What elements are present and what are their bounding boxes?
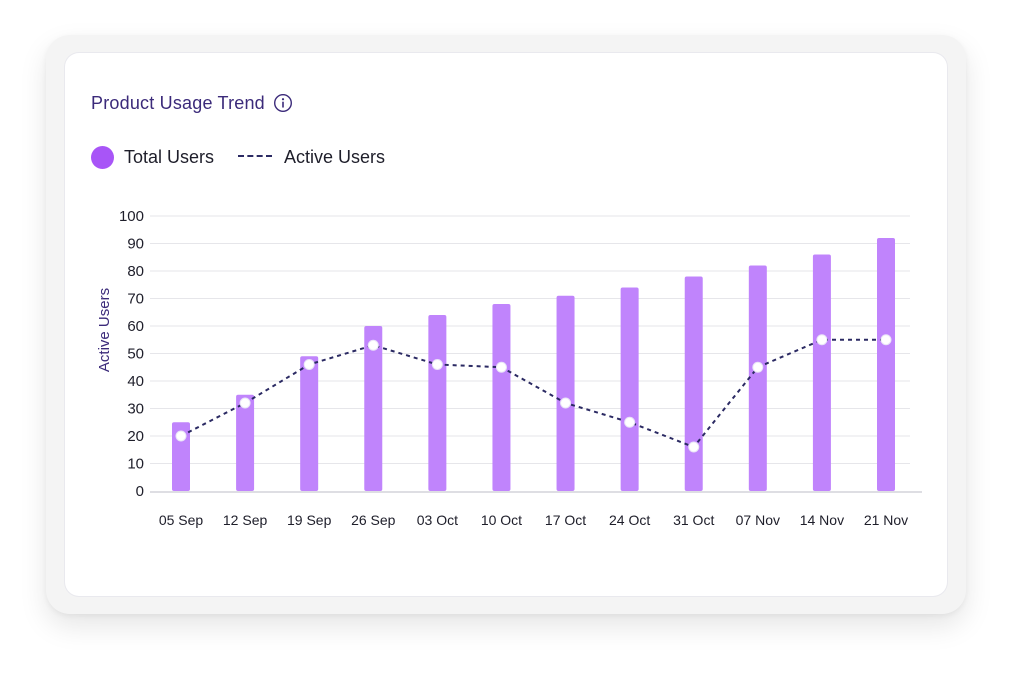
total-users-bar	[877, 238, 895, 491]
y-tick-label: 20	[127, 428, 144, 445]
active-users-point	[495, 361, 507, 373]
total-users-bar	[172, 422, 190, 491]
x-tick-label: 19 Sep	[287, 512, 332, 528]
active-users-line	[175, 334, 892, 453]
total-users-bar	[684, 276, 703, 491]
x-tick-label: 12 Sep	[223, 512, 268, 528]
x-tick-label: 10 Oct	[481, 512, 522, 528]
x-tick-label: 26 Sep	[351, 512, 396, 528]
y-axis-ticks: 0 10 20 30 40 50 60 70 80 90 100	[119, 208, 144, 500]
card-header: Product Usage Trend	[91, 90, 293, 116]
y-tick-label: 30	[127, 401, 144, 418]
y-tick-label: 10	[127, 456, 144, 473]
x-tick-label: 17 Oct	[545, 512, 586, 528]
total-users-bar	[748, 265, 767, 491]
info-circle-icon[interactable]	[273, 93, 293, 113]
y-tick-label: 40	[127, 373, 144, 390]
x-tick-label: 07 Nov	[736, 512, 780, 528]
active-users-point	[752, 361, 764, 373]
total-users-bar	[556, 295, 575, 491]
x-axis-ticks: 05 Sep 12 Sep 19 Sep 26 Sep 03 Oct 10 Oct 17 O…	[159, 512, 908, 528]
active-users-point	[367, 339, 379, 351]
active-users-point	[688, 441, 700, 453]
x-tick-label: 05 Sep	[159, 512, 204, 528]
active-users-point	[303, 359, 315, 370]
total-users-bar	[428, 315, 447, 491]
y-axis-label: Active Users	[96, 288, 113, 372]
total-users-bar	[364, 326, 383, 491]
total-users-bar	[620, 287, 639, 491]
y-tick-label: 80	[127, 263, 144, 280]
active-users-point	[560, 397, 572, 409]
active-users-point	[816, 334, 828, 346]
legend-dashed-line-icon	[238, 155, 273, 159]
y-tick-label: 0	[136, 483, 144, 500]
active-users-series-line	[180, 338, 886, 449]
active-users-point	[239, 397, 251, 409]
y-tick-label: 60	[127, 318, 144, 335]
y-tick-label: 100	[119, 208, 144, 225]
legend-item-total-users[interactable]: Total Users	[91, 145, 215, 169]
legend-item-active-users[interactable]: Active Users	[238, 147, 385, 168]
total-users-bar	[492, 304, 511, 491]
total-users-bar	[812, 254, 831, 491]
total-users-bar	[236, 394, 255, 491]
x-tick-label: 21 Nov	[864, 512, 908, 528]
chart-title: Product Usage Trend	[91, 92, 265, 113]
total-users-bars	[172, 238, 895, 491]
x-tick-label: 14 Nov	[800, 512, 844, 528]
y-tick-label: 50	[127, 346, 144, 363]
active-users-point	[624, 416, 636, 428]
legend-label-active-users: Active Users	[284, 146, 386, 167]
chart-legend: Total Users Active Users	[91, 143, 409, 171]
x-tick-label: 03 Oct	[417, 512, 458, 528]
active-users-point	[175, 430, 187, 442]
active-users-point	[880, 334, 892, 346]
chart-gridlines	[150, 215, 910, 464]
y-tick-label: 90	[127, 236, 144, 253]
x-tick-label: 31 Oct	[673, 512, 714, 528]
total-users-bar	[300, 356, 319, 491]
legend-label-total-users: Total Users	[124, 146, 215, 167]
legend-circle-icon	[91, 145, 114, 169]
y-tick-label: 70	[127, 291, 144, 308]
x-tick-label: 24 Oct	[609, 512, 650, 528]
active-users-point	[431, 359, 443, 370]
